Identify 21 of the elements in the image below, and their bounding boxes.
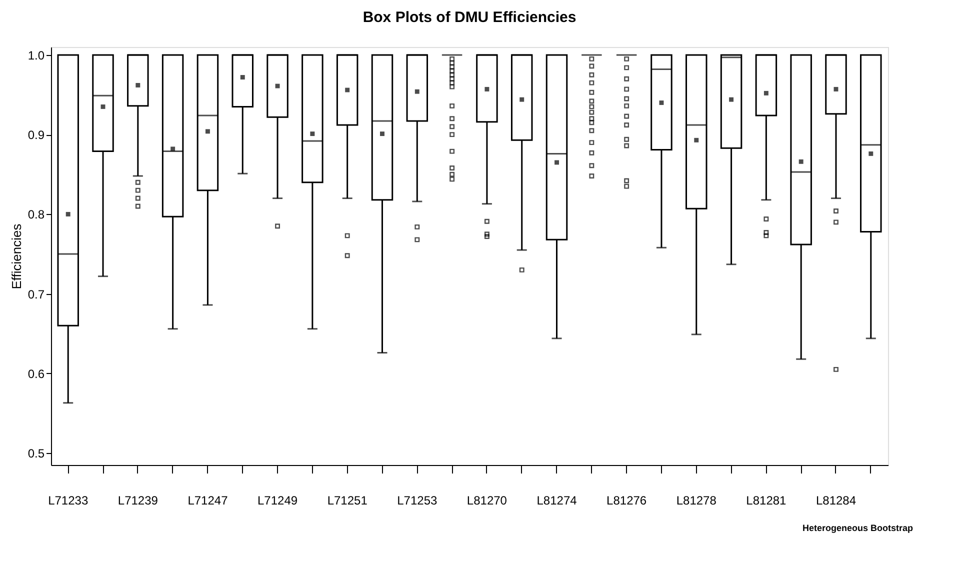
y-tick-label: 0.8 [28, 208, 45, 222]
x-tick-label: L71251 [327, 494, 368, 508]
x-tick-label: L71233 [48, 494, 88, 508]
y-tick-label: 0.9 [28, 128, 45, 142]
y-tick-label: 0.5 [28, 446, 45, 461]
x-tick-label: L81284 [816, 494, 856, 508]
y-tick-label: 1.0 [28, 48, 45, 62]
text: Heterogeneous Bootstrap [802, 523, 914, 533]
x-tick-label: L81281 [746, 494, 787, 508]
chart-title: Box Plots of DMU Efficiencies [362, 9, 576, 26]
x-tick-label: L81276 [606, 494, 647, 508]
y-tick-label: 0.6 [28, 366, 45, 381]
x-tick-label: L71239 [118, 494, 158, 508]
y-tick-label: 0.7 [28, 287, 45, 302]
x-tick-label: L71253 [397, 494, 438, 508]
x-tick-label: L81270 [466, 494, 508, 508]
x-tick-label: L71247 [188, 494, 228, 508]
x-tick-label: L81274 [536, 494, 578, 508]
x-tick-label: L71249 [258, 494, 298, 508]
y-axis-title: Efficiencies [8, 223, 24, 290]
x-tick-label: L81278 [676, 494, 717, 508]
